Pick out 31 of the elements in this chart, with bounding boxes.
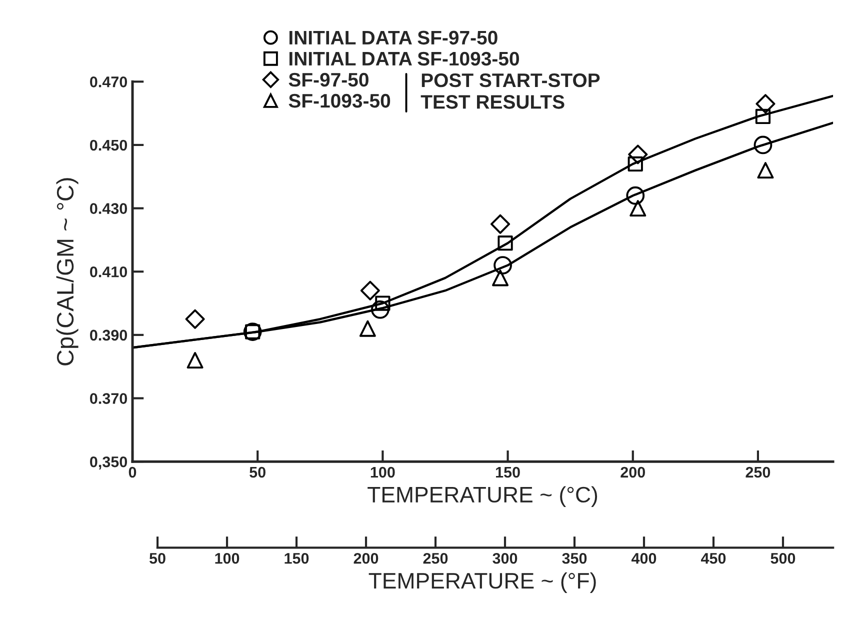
- x2-tick-label: 400: [631, 552, 656, 564]
- y-tick-label: 0.450: [90, 140, 128, 151]
- x2-tick-label: 300: [492, 552, 518, 564]
- x2-tick-label: 200: [354, 552, 378, 564]
- x2-tick-label: 100: [215, 552, 240, 564]
- y-tick-label: 0.430: [90, 203, 128, 214]
- legend-label: SF-97-50: [288, 72, 368, 87]
- annotation: POST START-STOP TEST RESULTS: [420, 73, 600, 109]
- y-tick-label: 0,350: [90, 456, 128, 470]
- legend-label: INITIAL DATA SF-97-50: [290, 30, 498, 45]
- y-axis-title: Cp(CAL/GM ~ °C): [56, 178, 78, 366]
- x2-tick-label: 500: [770, 552, 796, 564]
- x2-tick-label: 150: [284, 552, 309, 564]
- x2-axis-title: TEMPERATURE ~ (°F): [368, 572, 596, 594]
- x-tick-label: 0: [128, 466, 136, 478]
- x2-tick-label: 350: [562, 552, 587, 564]
- x2-tick-label: 250: [423, 552, 448, 564]
- y-tick-label: 0.470: [90, 76, 128, 88]
- x2-tick-label: 450: [700, 552, 726, 564]
- legend-label: SF-1093-50: [288, 94, 390, 108]
- x2-tick-label: 50: [150, 552, 166, 564]
- y-tick-label: 0.390: [90, 330, 128, 341]
- y-tick-label: 0.410: [90, 266, 128, 278]
- x-tick-label: 50: [250, 466, 266, 478]
- x-tick-label: 150: [496, 466, 520, 478]
- x-tick-label: 200: [620, 466, 645, 478]
- legend-label: INITIAL DATA SF-1093-50: [290, 52, 519, 66]
- y-tick-label: 0.370: [90, 393, 128, 404]
- x-tick-label: 100: [370, 466, 395, 478]
- x-axis-title: TEMPERATURE ~ (°C): [368, 486, 598, 507]
- x-tick-label: 250: [746, 466, 770, 478]
